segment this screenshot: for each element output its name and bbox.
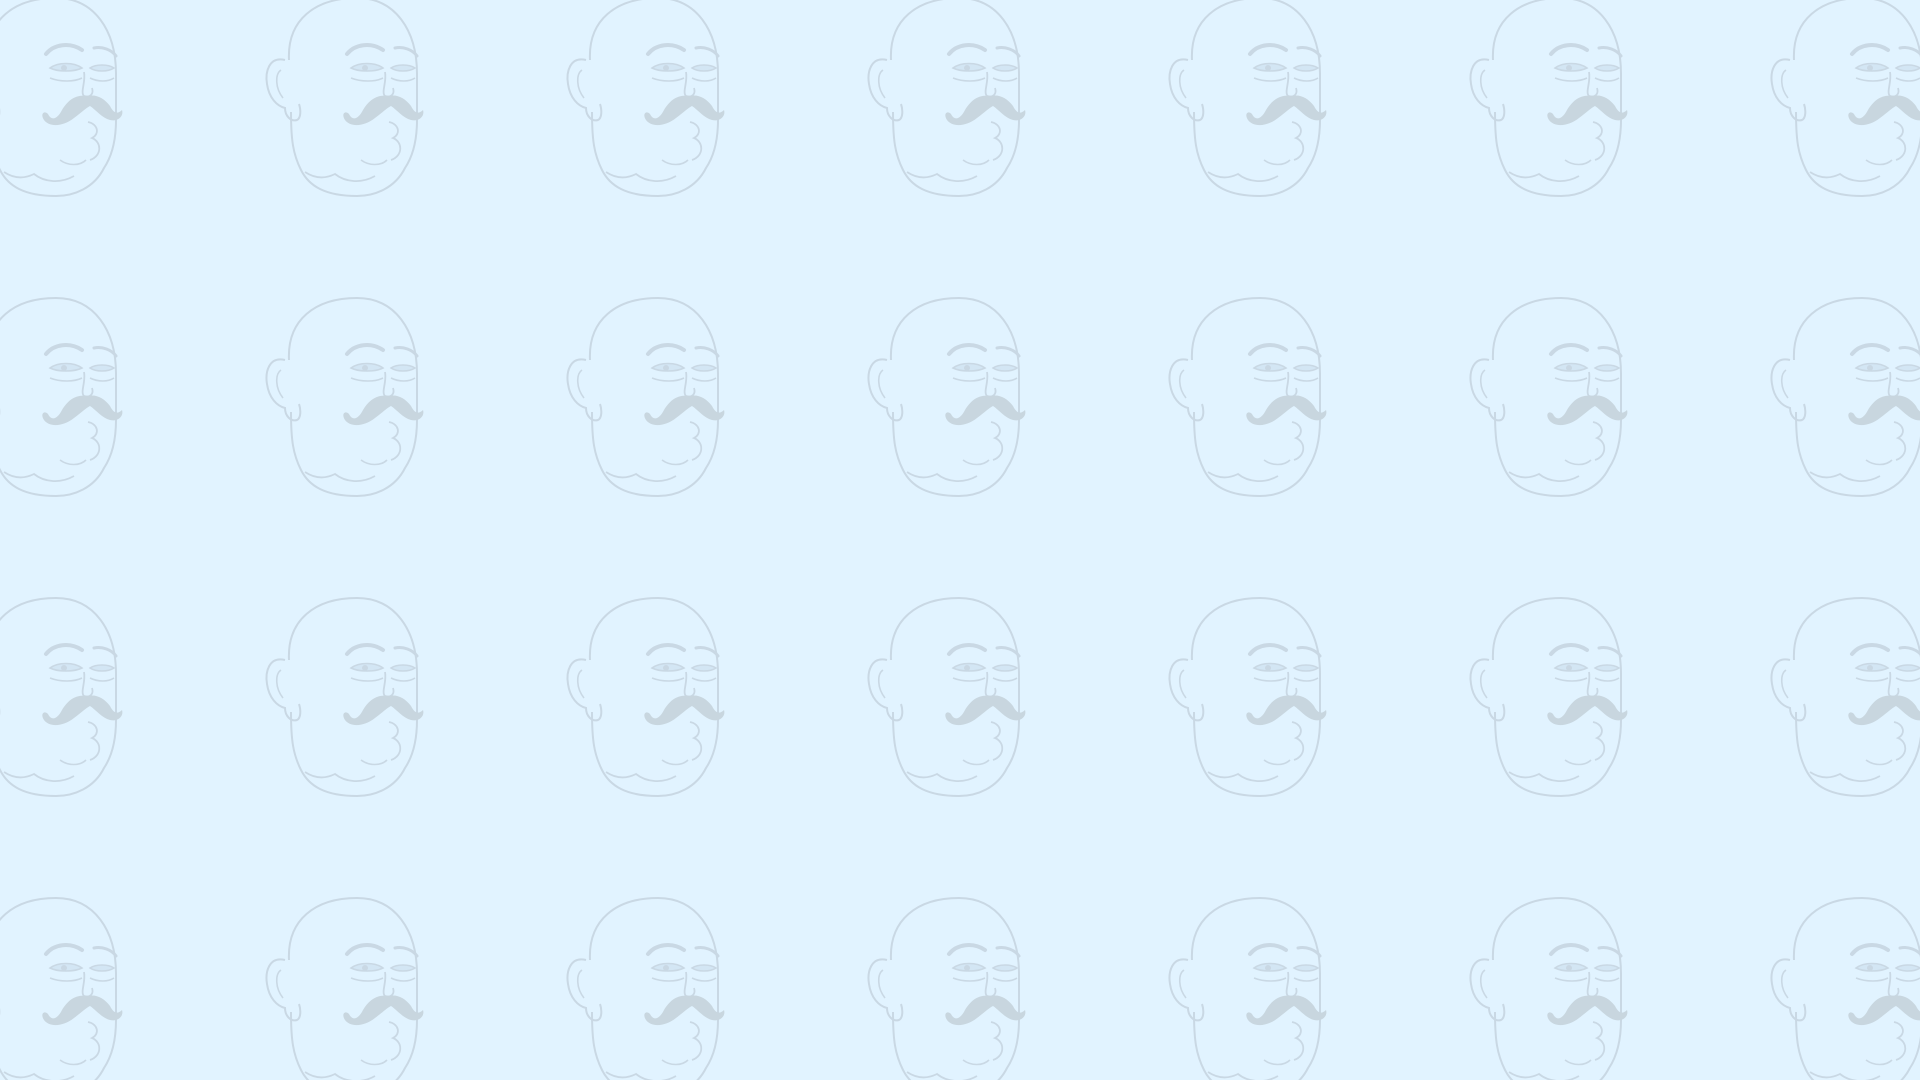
face-motif-icon bbox=[1468, 296, 1630, 498]
face-motif-icon bbox=[866, 296, 1028, 498]
face-motif-icon bbox=[0, 596, 125, 798]
face-motif-icon bbox=[1167, 0, 1329, 198]
face-motif-icon bbox=[1167, 896, 1329, 1080]
face-motif-icon bbox=[565, 0, 727, 198]
face-motif-icon bbox=[1769, 0, 1920, 198]
face-motif-icon bbox=[264, 0, 426, 198]
face-motif-icon bbox=[1769, 896, 1920, 1080]
face-motif-icon bbox=[1468, 896, 1630, 1080]
face-motif-icon bbox=[1468, 596, 1630, 798]
face-motif-icon bbox=[1769, 596, 1920, 798]
face-motif-icon bbox=[1167, 296, 1329, 498]
face-motif-icon bbox=[866, 0, 1028, 198]
face-motif-icon bbox=[1769, 296, 1920, 498]
face-motif-icon bbox=[1167, 596, 1329, 798]
face-motif-icon bbox=[1468, 0, 1630, 198]
face-motif-icon bbox=[264, 296, 426, 498]
face-motif-icon bbox=[0, 296, 125, 498]
face-motif-icon bbox=[264, 596, 426, 798]
face-motif-icon bbox=[866, 896, 1028, 1080]
face-motif-icon bbox=[264, 896, 426, 1080]
face-motif-icon bbox=[565, 896, 727, 1080]
face-motif-icon bbox=[866, 596, 1028, 798]
face-motif-icon bbox=[0, 896, 125, 1080]
face-motif-icon bbox=[565, 296, 727, 498]
face-motif-icon bbox=[565, 596, 727, 798]
face-motif-icon bbox=[0, 0, 125, 198]
